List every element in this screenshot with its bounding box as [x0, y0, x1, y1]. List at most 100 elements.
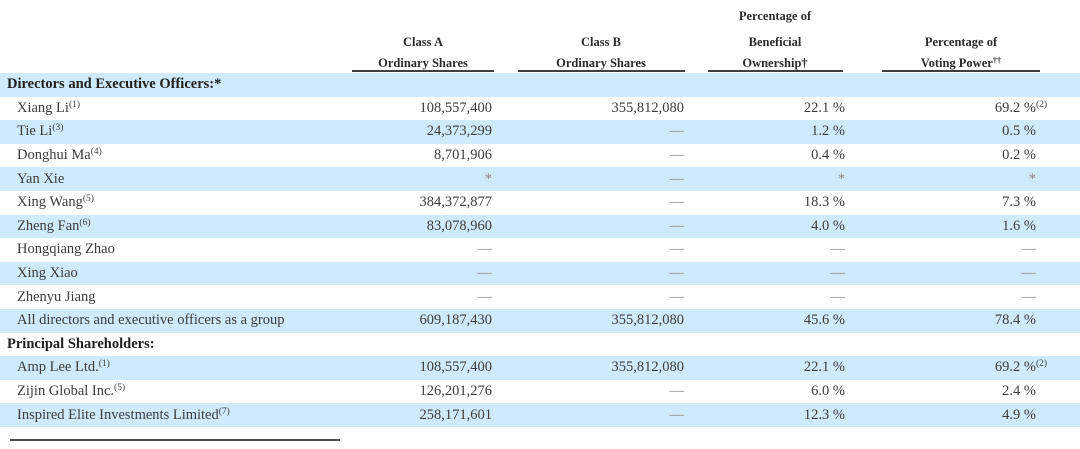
table-row: Principal Shareholders:: [0, 333, 1080, 357]
cell-class-a-shares: 24,373,299: [426, 123, 492, 140]
cell-pct-beneficial-ownership: 22.1 %: [803, 359, 845, 376]
cell-class-a-shares: 108,557,400: [419, 99, 493, 116]
header-class-a-line1: Class A: [403, 35, 443, 49]
cell-pct-beneficial-ownership: 4.0 %: [811, 217, 845, 234]
row-label: Zhenyu Jiang: [17, 288, 96, 305]
table-row: Hongqiang Zhao — — — —: [0, 238, 1080, 262]
table-row: Yan Xie * — * *: [0, 167, 1080, 191]
header-beneficial-pretitle: Percentage of: [738, 9, 812, 23]
header-class-b-line2: Ordinary Shares: [556, 56, 646, 70]
cell-pct-beneficial-ownership: 0.4 %: [811, 147, 845, 164]
header-voting-line1: Percentage of: [924, 35, 998, 49]
cell-pct-voting-power: 7.3 %: [1002, 194, 1036, 211]
cell-class-b-shares: —: [669, 170, 685, 187]
row-label: Zijin Global Inc.(5): [17, 383, 126, 400]
row-label: Hongqiang Zhao: [17, 241, 115, 258]
row-label: Inspired Elite Investments Limited(7): [17, 406, 230, 423]
table-row: Zheng Fan(6) 83,078,960 — 4.0 % 1.6 %: [0, 214, 1080, 239]
cell-pct-voting-power: 2.4 %: [1002, 383, 1036, 400]
cell-pct-beneficial-ownership: —: [830, 288, 846, 305]
cell-class-a-shares: 609,187,430: [419, 312, 493, 329]
header-class-a-line2: Ordinary Shares: [378, 56, 468, 70]
beneficial-underline: [708, 70, 843, 72]
header-voting-daggers: ††: [992, 55, 1002, 65]
cell-pct-beneficial-ownership: 22.1 %: [803, 99, 845, 116]
cell-pct-beneficial-ownership: 18.3 %: [803, 194, 845, 211]
cell-pct-beneficial-ownership: 1.2 %: [811, 123, 845, 140]
table-row: All directors and executive officers as …: [0, 308, 1080, 333]
cell-class-b-shares: —: [669, 147, 685, 164]
cell-class-b-shares: —: [669, 241, 685, 258]
table-row: Zhenyu Jiang — — — —: [0, 285, 1080, 309]
row-label: Xing Wang(5): [17, 194, 94, 211]
table-rows: Directors and Executive Officers:* Xiang …: [0, 73, 1080, 427]
header-class-b-line1: Class B: [581, 35, 621, 49]
cell-pct-beneficial-ownership: *: [837, 170, 845, 187]
cell-class-a-shares: 258,171,601: [419, 406, 493, 423]
table-row: Xing Wang(5) 384,372,877 — 18.3 % 7.3 %: [0, 191, 1080, 215]
cell-class-a-shares: 384,372,877: [419, 194, 493, 211]
table-row: Directors and Executive Officers:*: [0, 73, 1080, 97]
cell-class-b-shares: —: [669, 265, 685, 282]
cell-class-a-shares: —: [477, 241, 493, 258]
table-row: Donghui Ma(4) 8,701,906 — 0.4 % 0.2 %: [0, 144, 1080, 168]
cell-pct-voting-power: *: [1028, 170, 1036, 187]
cell-pct-voting-power: 1.6 %: [1002, 217, 1036, 234]
class-a-underline: [352, 70, 494, 72]
cell-pct-voting-power: —: [1021, 288, 1037, 305]
row-label: Zheng Fan(6): [17, 217, 91, 234]
footnote-ref: (7): [218, 406, 230, 417]
header-voting-label: Voting Power: [920, 56, 993, 70]
table-row: Xing Xiao — — — —: [0, 261, 1080, 286]
cell-pct-voting-power: 69.2 %(2): [994, 99, 1048, 116]
cell-pct-voting-power: 0.2 %: [1002, 147, 1036, 164]
cell-pct-beneficial-ownership: —: [830, 241, 846, 258]
cell-pct-beneficial-ownership: 45.6 %: [803, 312, 845, 329]
cell-pct-voting-power: 0.5 %: [1002, 123, 1036, 140]
footnote-ref: (5): [114, 383, 126, 394]
cell-class-a-shares: 8,701,906: [434, 147, 492, 164]
cell-class-a-shares: *: [484, 170, 492, 187]
row-label: All directors and executive officers as …: [17, 312, 285, 329]
cell-class-b-shares: —: [669, 383, 685, 400]
cell-pct-beneficial-ownership: 6.0 %: [811, 383, 845, 400]
cell-class-b-shares: —: [669, 123, 685, 140]
row-label: Yan Xie: [17, 170, 65, 187]
footnote-ref: (6): [79, 217, 91, 228]
row-label: Directors and Executive Officers:*: [7, 76, 222, 93]
cell-pct-voting-power: —: [1021, 241, 1037, 258]
row-label: Tie Li(3): [17, 123, 64, 140]
table-row: Xiang Li(1) 108,557,400 355,812,080 22.1 % 6…: [0, 97, 1080, 121]
row-label: Xiang Li(1): [17, 99, 81, 116]
cell-pct-voting-power: 4.9 %: [1002, 406, 1036, 423]
table-row: Inspired Elite Investments Limited(7) 258…: [0, 403, 1080, 427]
cell-class-b-shares: 355,812,080: [611, 99, 685, 116]
row-label: Donghui Ma(4): [17, 147, 102, 164]
cell-class-a-shares: —: [477, 288, 493, 305]
table-row: Tie Li(3) 24,373,299 — 1.2 % 0.5 %: [0, 120, 1080, 144]
footnote-ref: (1): [98, 359, 110, 370]
footnote-ref: (1): [68, 99, 81, 110]
class-b-underline: [518, 70, 685, 72]
row-label: Principal Shareholders:: [7, 335, 155, 352]
cell-class-a-shares: —: [477, 265, 493, 282]
cell-class-b-shares: —: [669, 194, 685, 211]
footnote-ref: (3): [52, 123, 64, 134]
cell-class-b-shares: 355,812,080: [611, 359, 685, 376]
table-row: Amp Lee Ltd.(1) 108,557,400 355,812,080 22.…: [0, 356, 1080, 380]
cell-pct-beneficial-ownership: —: [830, 265, 846, 282]
row-label: Xing Xiao: [17, 265, 78, 282]
header-beneficial-line1: Beneficial: [748, 35, 802, 49]
header-voting-line2: Voting Power††: [920, 55, 1002, 70]
cell-class-b-shares: —: [669, 217, 685, 234]
cell-class-b-shares: —: [669, 406, 685, 423]
header-beneficial-line2: Ownership†: [742, 56, 808, 70]
footnote-ref: (5): [82, 194, 94, 205]
cell-pct-voting-power: 69.2 %(2): [994, 359, 1048, 376]
row-label: Amp Lee Ltd.(1): [17, 359, 110, 376]
cell-class-b-shares: —: [669, 288, 685, 305]
table-row: Zijin Global Inc.(5) 126,201,276 — 6.0 % 2.4…: [0, 380, 1080, 404]
voting-underline: [882, 70, 1040, 72]
cell-class-a-shares: 83,078,960: [426, 217, 492, 234]
